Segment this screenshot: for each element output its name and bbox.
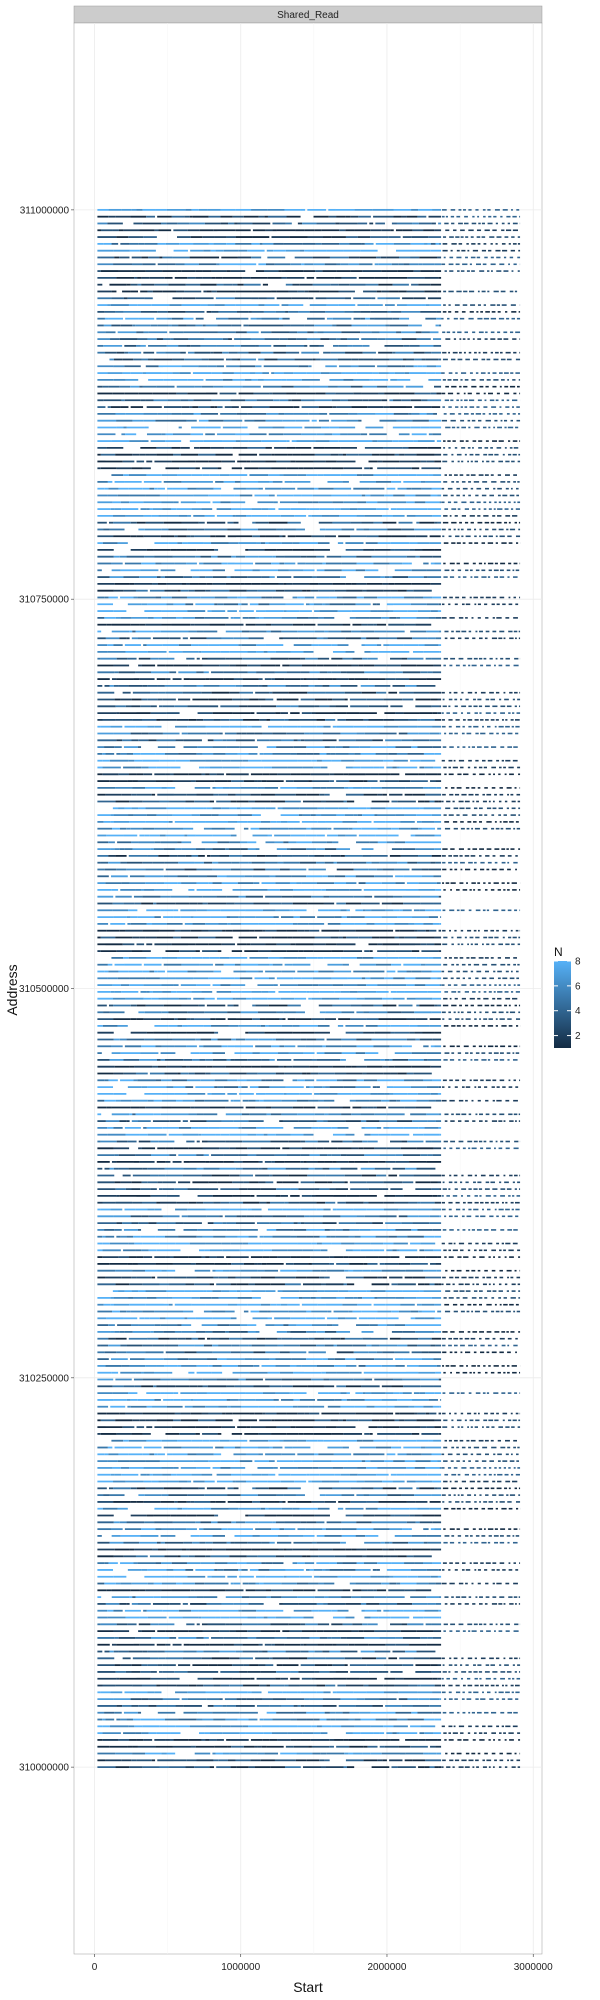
grid-lines (74, 23, 542, 1954)
data-marks (97, 208, 521, 1769)
facet-strip-label: Shared_Read (277, 10, 339, 21)
